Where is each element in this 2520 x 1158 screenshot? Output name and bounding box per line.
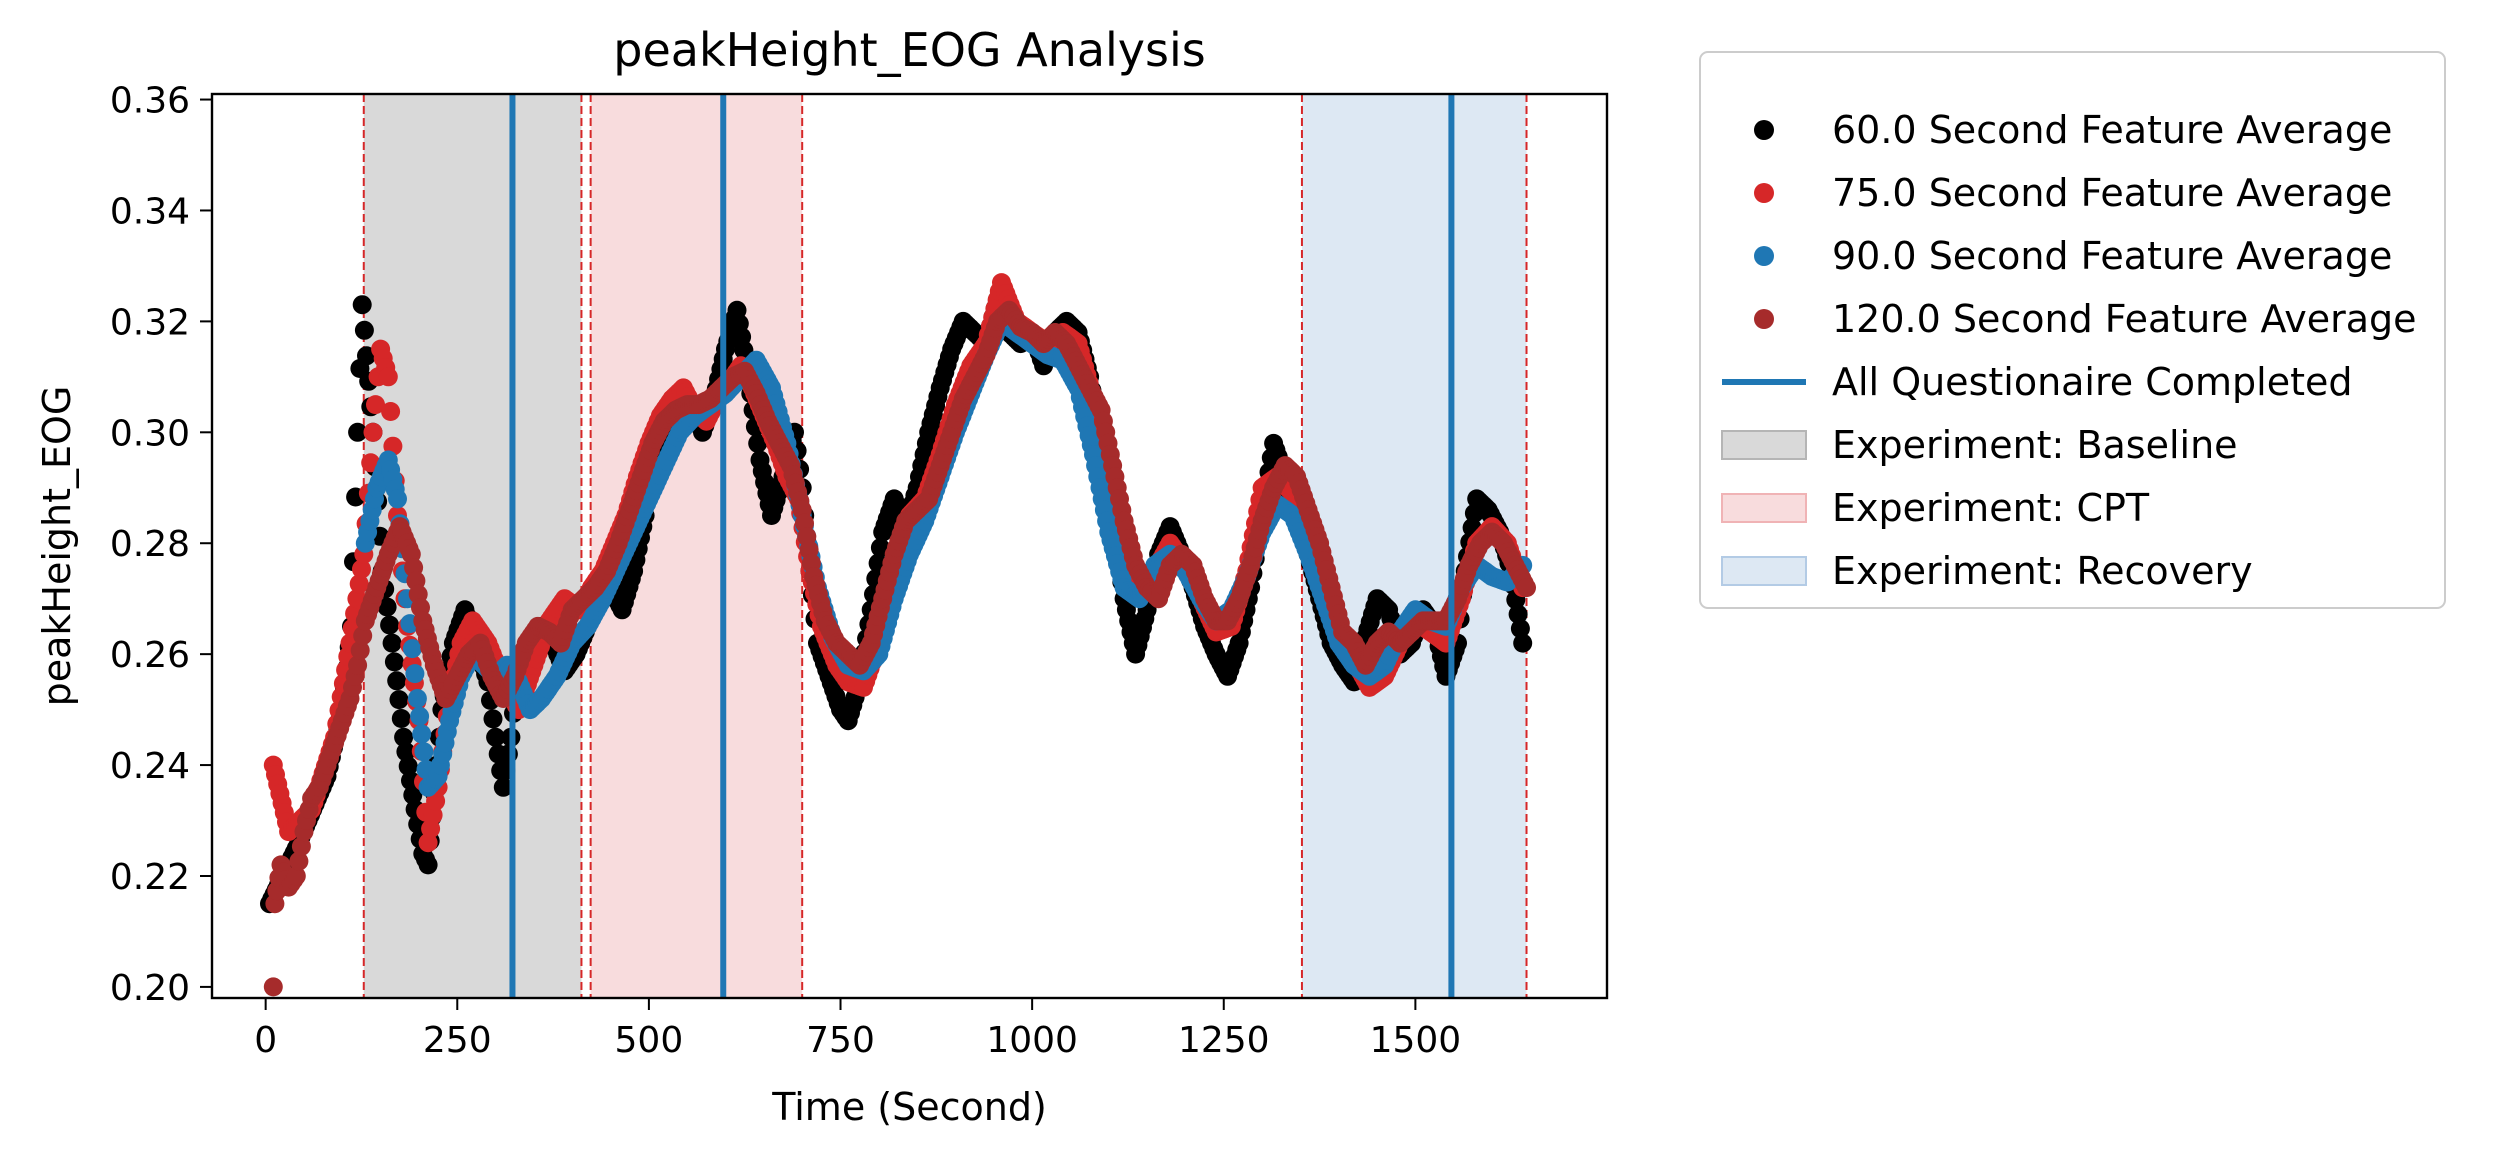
x-tick-label: 0 [254,1020,277,1061]
series-3-point [348,655,368,675]
y-axis: 0.20 0.22 0.24 0.26 0.28 0.30 0.32 0.34 0.36 [110,81,212,1009]
series-0-point [418,855,438,875]
series-0-point [354,320,374,340]
legend-label: All Questionaire Completed [1832,360,2353,404]
y-tick-label: 0.22 [110,857,190,898]
legend-marker-3 [1754,309,1774,329]
legend-box [1699,51,2446,609]
y-tick-label: 0.26 [110,635,190,676]
series-1-point [366,395,385,415]
series-0-point [398,756,418,776]
x-tick-label: 250 [423,1020,492,1061]
series-0-point [1508,604,1528,624]
series-0-point [493,777,513,797]
series-0-point [389,690,409,710]
series-0-point [380,615,400,635]
legend-marker-1 [1754,183,1774,203]
legend-label: 90.0 Second Feature Average [1832,234,2392,278]
y-tick-label: 0.24 [110,746,190,787]
legend-label: 75.0 Second Feature Average [1832,171,2392,215]
legend-label: 60.0 Second Feature Average [1832,108,2392,152]
x-tick-label: 750 [806,1020,875,1061]
legend-patch-6 [1721,493,1807,523]
y-tick-label: 0.28 [110,524,190,565]
series-0-point [391,709,411,728]
legend-label: Experiment: Recovery [1832,549,2253,593]
series-1-point [378,367,398,387]
series-3-point [289,851,309,871]
x-tick-label: 1250 [1178,1020,1270,1061]
series-2-point [414,742,434,762]
series-1-point [381,402,401,421]
y-axis-label: peakHeight_EOG [35,386,79,707]
series-2-point [412,724,432,744]
series-0-point [748,433,768,453]
legend: 60.0 Second Feature Average 75.0 Second F… [1699,51,2446,609]
plot-frame [210,92,1609,1000]
series-3-point [350,640,370,660]
series-2-point [407,689,427,708]
legend-label: Experiment: Baseline [1832,423,2238,467]
series-0-point [483,709,503,729]
y-tick-label: 0.34 [110,191,190,232]
y-tick-label: 0.36 [110,81,190,122]
x-tick-label: 1500 [1370,1020,1462,1061]
y-tick-label: 0.32 [110,302,190,343]
series-0-point [377,597,397,617]
legend-patch-7 [1721,556,1807,586]
y-tick-label: 0.20 [110,968,190,1009]
series-0-point [352,295,372,315]
legend-marker-2 [1754,246,1774,266]
series-1-point [352,559,371,579]
series-3 [263,300,1536,997]
series-2-point [410,706,430,726]
points-layer [260,273,1536,997]
series-0-point [486,727,506,747]
legend-label: 120.0 Second Feature Average [1832,297,2417,341]
series-0-point [396,742,416,762]
series-2-point [402,639,422,659]
span-layer [363,94,1527,998]
series-0-point [382,633,402,653]
series-3-point [263,977,283,997]
series-2-point [388,489,407,509]
legend-marker-0 [1754,120,1774,140]
series-2-point [405,664,425,684]
series-3-point [291,836,311,856]
series-3-point [1517,578,1536,598]
series-0-point [1510,619,1530,639]
series-0-point [357,346,376,366]
legend-label: Experiment: CPT [1832,486,2150,530]
y-tick-label: 0.30 [110,413,190,454]
x-axis-label: Time (Second) [771,1085,1047,1129]
series-0-point [394,727,414,747]
legend-patch-5 [1721,430,1807,460]
x-axis: 0 250 500 750 1000 1250 1500 [254,998,1461,1061]
series-3-point [286,866,306,886]
x-tick-label: 1000 [986,1020,1078,1061]
series-0-point [1513,633,1533,653]
x-tick-label: 500 [615,1020,684,1061]
series-1-point [363,422,383,442]
series-0-point [403,785,423,805]
series-0-point [387,671,407,691]
series-0-point [348,422,368,442]
vline-layer [509,94,1455,998]
series-0-point [384,652,404,672]
chart-title: peakHeight_EOG Analysis [613,23,1205,77]
series-3-point [353,626,373,646]
series-1-point [349,574,369,594]
